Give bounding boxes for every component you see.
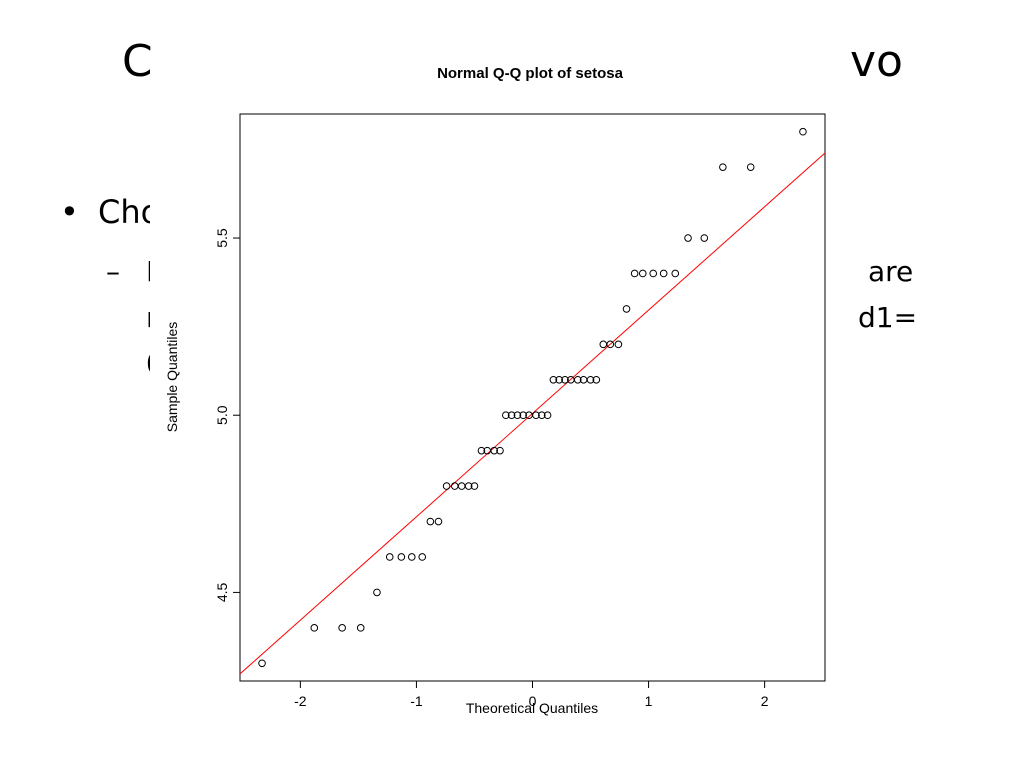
data-point bbox=[310, 624, 319, 632]
data-point bbox=[555, 375, 563, 384]
data-point bbox=[496, 446, 504, 455]
data-point bbox=[519, 411, 528, 420]
bullet-dot: • bbox=[60, 193, 79, 231]
data-point bbox=[418, 553, 427, 561]
x-tick-label: 0 bbox=[529, 693, 537, 709]
data-point bbox=[586, 375, 595, 384]
y-axis: 4.5 5.0 5.5 bbox=[214, 228, 241, 602]
qq-reference-line bbox=[239, 152, 826, 675]
x-tick-label: 2 bbox=[761, 693, 769, 709]
y-tick-label: 5.5 bbox=[214, 228, 230, 248]
data-point bbox=[614, 340, 623, 349]
x-tick-label: 1 bbox=[645, 693, 653, 709]
data-point bbox=[649, 269, 658, 278]
data-point bbox=[561, 375, 569, 384]
data-point bbox=[573, 375, 582, 384]
sub-bullet-line-1-fragment: are bbox=[868, 255, 914, 288]
data-point bbox=[385, 553, 394, 561]
qq-plot-panel: Normal Q-Q plot of setosa -2 -1 0 1 2 4.5 5.0… bbox=[150, 50, 840, 730]
x-axis: -2 -1 0 1 2 bbox=[294, 680, 769, 709]
data-point bbox=[338, 624, 346, 632]
data-point bbox=[373, 588, 381, 597]
data-point bbox=[638, 269, 647, 278]
data-point bbox=[543, 411, 552, 420]
data-point bbox=[470, 482, 479, 490]
data-point bbox=[426, 517, 435, 526]
data-point bbox=[719, 163, 727, 171]
x-tick-label: -1 bbox=[410, 693, 423, 709]
x-axis-label: Theoretical Quantiles bbox=[466, 700, 598, 716]
data-point bbox=[502, 411, 510, 420]
data-point bbox=[700, 234, 709, 242]
data-point bbox=[671, 269, 680, 278]
data-point bbox=[457, 482, 466, 490]
data-point bbox=[442, 482, 451, 490]
data-point bbox=[513, 411, 522, 420]
sub-bullet-line-2-fragment: d1= bbox=[858, 301, 918, 334]
data-point bbox=[684, 234, 692, 242]
slide-title-fragment: vo bbox=[850, 36, 903, 87]
data-point bbox=[537, 411, 546, 420]
y-tick-label: 4.5 bbox=[214, 582, 230, 602]
data-point bbox=[464, 482, 473, 490]
reference-line-group bbox=[239, 152, 826, 675]
data-point bbox=[606, 340, 615, 349]
data-point bbox=[407, 553, 416, 561]
data-point bbox=[397, 553, 406, 561]
data-point bbox=[356, 624, 365, 632]
data-point bbox=[549, 375, 558, 384]
data-point bbox=[507, 411, 516, 420]
y-axis-label: Sample Quantiles bbox=[164, 322, 180, 433]
data-point bbox=[258, 659, 266, 668]
data-point bbox=[450, 482, 459, 490]
chart-title: Normal Q-Q plot of setosa bbox=[437, 65, 624, 82]
data-point bbox=[477, 446, 486, 455]
data-point bbox=[434, 517, 443, 526]
data-point bbox=[630, 269, 639, 278]
x-tick-label: -2 bbox=[294, 693, 307, 709]
sub-bullet-dash: – bbox=[106, 255, 120, 288]
points-group bbox=[258, 127, 807, 668]
qq-plot: Normal Q-Q plot of setosa -2 -1 0 1 2 4.5 5.0… bbox=[164, 65, 826, 716]
data-point bbox=[746, 163, 755, 171]
data-point bbox=[532, 411, 540, 420]
data-point bbox=[592, 375, 601, 384]
bullet-text: Cho bbox=[98, 193, 161, 231]
data-point bbox=[599, 340, 608, 349]
y-tick-label: 5.0 bbox=[214, 405, 230, 425]
data-point bbox=[622, 305, 631, 313]
data-point bbox=[490, 446, 498, 455]
data-point bbox=[659, 269, 668, 278]
data-point bbox=[799, 127, 807, 136]
